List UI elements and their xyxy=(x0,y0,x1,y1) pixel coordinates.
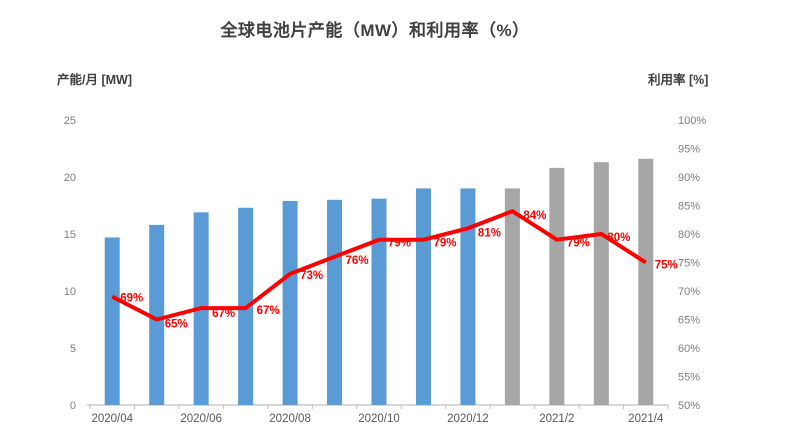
capacity-bar xyxy=(593,162,609,405)
right-axis-tick-label: 60% xyxy=(678,343,700,355)
capacity-bar xyxy=(149,224,165,405)
capacity-bar xyxy=(327,199,343,405)
capacity-bar xyxy=(638,158,654,405)
left-axis-title: 产能/月 [MW] xyxy=(57,73,132,87)
right-axis-tick-label: 85% xyxy=(678,201,700,213)
capacity-bar xyxy=(549,167,565,405)
utilization-data-label: 81% xyxy=(478,227,501,239)
chart-title: 全球电池片产能（MW）和利用率（%） xyxy=(220,21,530,40)
left-axis-tick-label: 15 xyxy=(64,229,76,241)
right-axis-tick-label: 100% xyxy=(678,115,706,127)
utilization-data-label: 69% xyxy=(120,293,143,305)
right-axis-tick-label: 65% xyxy=(678,315,700,327)
x-axis-label: 2020/04 xyxy=(91,413,133,425)
utilization-line xyxy=(111,208,647,322)
right-axis-tick-label: 75% xyxy=(678,258,700,270)
right-axis-title: 利用率 [%] xyxy=(648,73,709,87)
utilization-data-label: 65% xyxy=(165,319,188,331)
capacity-bar xyxy=(504,188,520,405)
capacity-bar xyxy=(415,188,431,405)
utilization-data-label: 67% xyxy=(257,305,280,317)
right-axis-tick-label: 70% xyxy=(678,286,700,298)
utilization-data-label: 80% xyxy=(607,232,630,244)
utilization-data-label: 76% xyxy=(346,255,369,267)
left-axis-tick-label: 25 xyxy=(64,115,76,127)
x-axis-label: 2020/06 xyxy=(180,413,222,425)
utilization-data-label: 84% xyxy=(523,210,546,222)
utilization-data-label: 67% xyxy=(212,308,235,320)
utilization-data-label: 79% xyxy=(388,238,411,250)
capacity-bar xyxy=(460,188,476,405)
left-axis-tick-label: 0 xyxy=(70,400,76,412)
left-axis-tick-label: 20 xyxy=(64,172,76,184)
left-axis-tick-label: 5 xyxy=(70,343,76,355)
capacity-bar xyxy=(371,198,387,405)
x-axis-label: 2021/2 xyxy=(539,413,574,425)
utilization-data-label: 73% xyxy=(300,270,323,282)
right-axis-tick-label: 90% xyxy=(678,172,700,184)
utilization-data-label: 79% xyxy=(433,238,456,250)
utilization-data-label: 79% xyxy=(567,238,590,250)
x-axis-label: 2020/10 xyxy=(358,413,400,425)
x-axis-label: 2021/4 xyxy=(628,413,664,425)
capacity-bar xyxy=(104,237,120,405)
capacity-bar xyxy=(282,200,298,405)
left-axis-tick-label: 10 xyxy=(64,286,76,298)
right-axis-tick-label: 50% xyxy=(678,400,700,412)
right-axis-tick-label: 55% xyxy=(678,372,700,384)
right-axis-tick-label: 80% xyxy=(678,229,700,241)
x-axis-label: 2020/12 xyxy=(447,413,489,425)
right-axis-tick-label: 95% xyxy=(678,144,700,156)
x-axis-label: 2020/08 xyxy=(269,413,311,425)
utilization-data-label: 75% xyxy=(655,260,678,272)
